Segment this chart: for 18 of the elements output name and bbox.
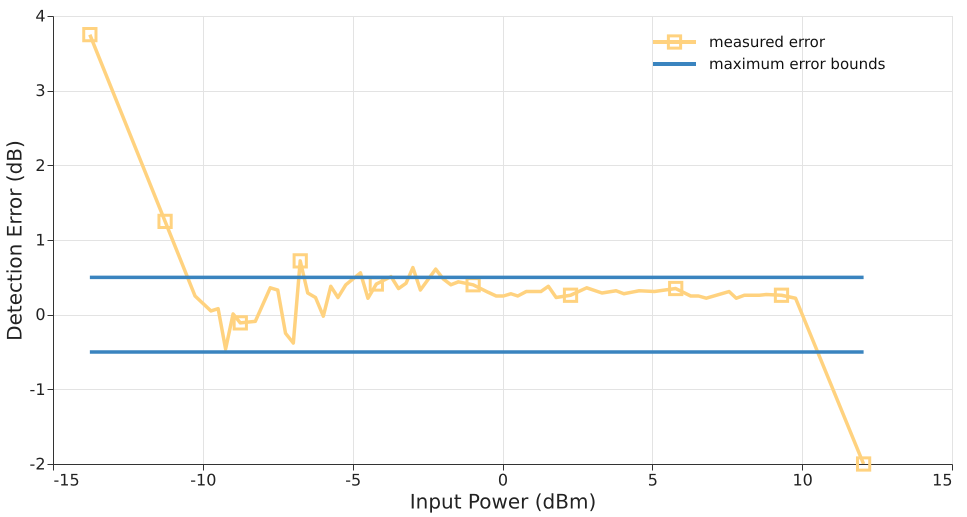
x-tick-label: -15: [54, 470, 80, 490]
x-tick-label: -10: [190, 470, 216, 490]
legend-label: maximum error bounds: [709, 55, 886, 73]
legend-label: measured error: [709, 33, 826, 51]
x-tick-label: -5: [345, 470, 362, 490]
y-tick-label: 0: [35, 305, 46, 324]
x-tick-label: 15: [932, 470, 952, 490]
y-tick-label: -1: [30, 380, 46, 399]
x-tick-label: 5: [648, 470, 658, 490]
y-axis-title: Detection Error (dB): [2, 140, 27, 341]
x-tick-label: 0: [498, 470, 508, 490]
x-axis-title: Input Power (dBm): [410, 490, 596, 514]
y-tick-label: 1: [35, 230, 46, 250]
y-tick-label: -2: [30, 454, 46, 474]
y-tick-label: 3: [35, 81, 46, 100]
x-tick-label: 10: [792, 470, 813, 490]
y-tick-label: 4: [35, 6, 46, 26]
y-tick-label: 2: [35, 156, 46, 175]
